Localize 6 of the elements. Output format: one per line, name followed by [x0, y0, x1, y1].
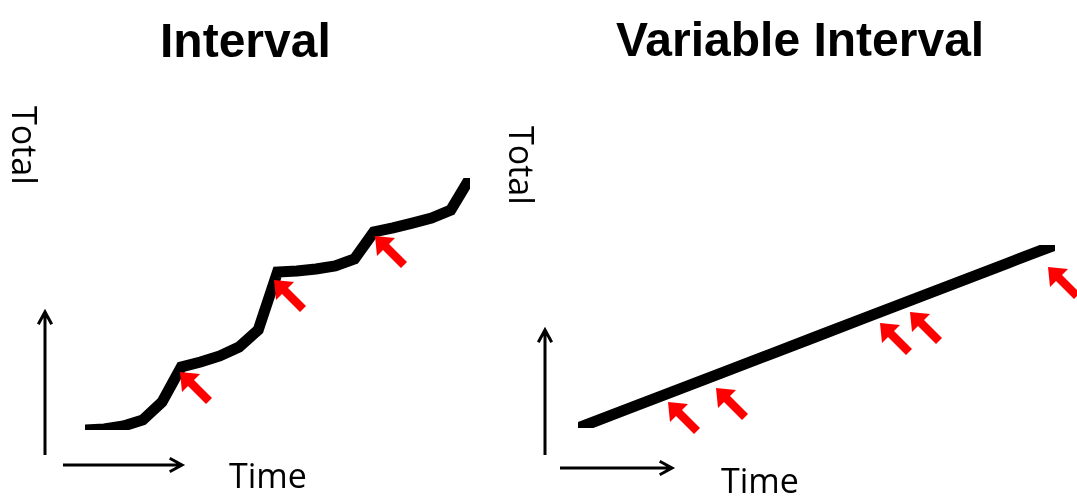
- y-axis-title: Total: [499, 126, 545, 205]
- x-axis-title: Time: [229, 452, 307, 498]
- y-axis-title: Total: [2, 106, 48, 185]
- chart-title: Interval: [160, 14, 331, 67]
- x-axis-title: Time: [721, 457, 799, 503]
- chart-title: Variable Interval: [616, 13, 985, 66]
